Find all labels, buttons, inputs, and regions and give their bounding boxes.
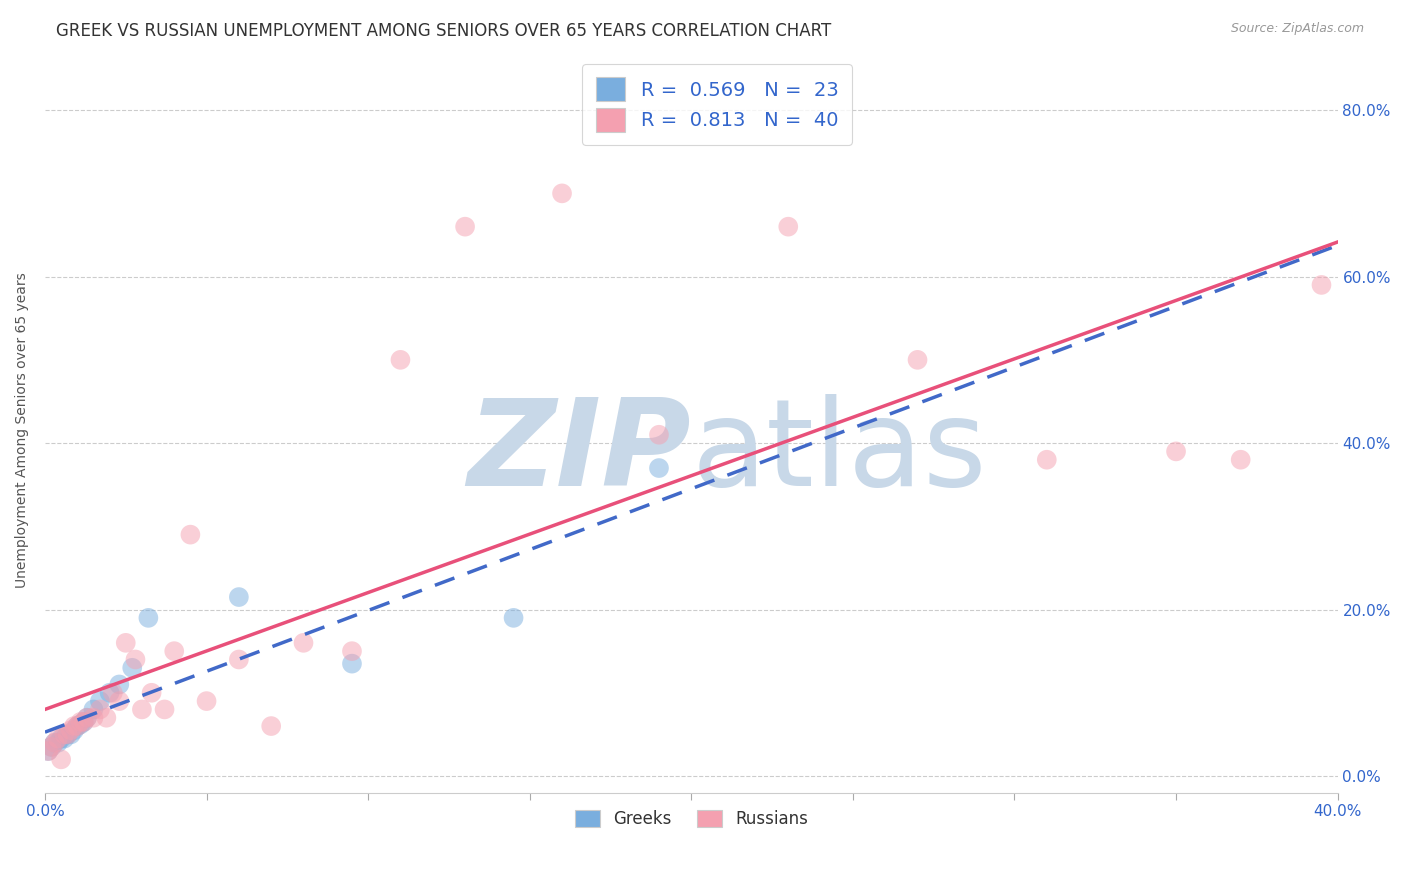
Point [228, 652, 250, 666]
Point [114, 636, 136, 650]
Point [648, 461, 671, 475]
Point [96, 711, 118, 725]
Point [89, 702, 111, 716]
Point [59, 727, 82, 741]
Point [76, 711, 98, 725]
Point [153, 702, 176, 716]
Point [82, 711, 104, 725]
Point [59, 723, 82, 738]
Text: ZIP: ZIP [468, 393, 692, 511]
Point [228, 590, 250, 604]
Point [69, 714, 91, 729]
Point [138, 611, 160, 625]
Point [63, 723, 86, 738]
Point [89, 694, 111, 708]
Point [73, 714, 96, 729]
Point [53, 731, 76, 746]
Point [41, 739, 63, 754]
Point [108, 677, 131, 691]
Point [260, 719, 283, 733]
Point [389, 352, 412, 367]
Point [66, 719, 89, 733]
Point [1164, 444, 1187, 458]
Point [98, 686, 121, 700]
Point [1036, 452, 1059, 467]
Point [37, 744, 59, 758]
Point [778, 219, 800, 234]
Point [179, 527, 201, 541]
Text: Source: ZipAtlas.com: Source: ZipAtlas.com [1230, 22, 1364, 36]
Point [131, 702, 153, 716]
Point [195, 694, 218, 708]
Point [56, 727, 79, 741]
Point [46, 736, 69, 750]
Point [56, 727, 79, 741]
Point [44, 736, 66, 750]
Point [124, 652, 146, 666]
Point [551, 186, 574, 201]
Point [82, 702, 104, 716]
Point [101, 686, 124, 700]
Point [1229, 452, 1251, 467]
Point [49, 752, 72, 766]
Point [76, 711, 98, 725]
Point [41, 739, 63, 754]
Point [108, 694, 131, 708]
Point [340, 657, 363, 671]
Point [66, 719, 89, 733]
Point [1310, 277, 1333, 292]
Point [648, 427, 671, 442]
Legend: Greeks, Russians: Greeks, Russians [568, 804, 814, 835]
Point [340, 644, 363, 658]
Point [37, 744, 59, 758]
Y-axis label: Unemployment Among Seniors over 65 years: Unemployment Among Seniors over 65 years [15, 273, 30, 589]
Point [53, 727, 76, 741]
Point [292, 636, 315, 650]
Point [44, 736, 66, 750]
Point [454, 219, 477, 234]
Point [163, 644, 186, 658]
Point [502, 611, 524, 625]
Point [63, 719, 86, 733]
Text: GREEK VS RUSSIAN UNEMPLOYMENT AMONG SENIORS OVER 65 YEARS CORRELATION CHART: GREEK VS RUSSIAN UNEMPLOYMENT AMONG SENI… [56, 22, 831, 40]
Point [141, 686, 163, 700]
Point [907, 352, 929, 367]
Point [49, 731, 72, 746]
Point [73, 714, 96, 729]
Text: atlas: atlas [692, 393, 987, 511]
Point [46, 731, 69, 746]
Point [121, 661, 143, 675]
Point [69, 717, 91, 731]
